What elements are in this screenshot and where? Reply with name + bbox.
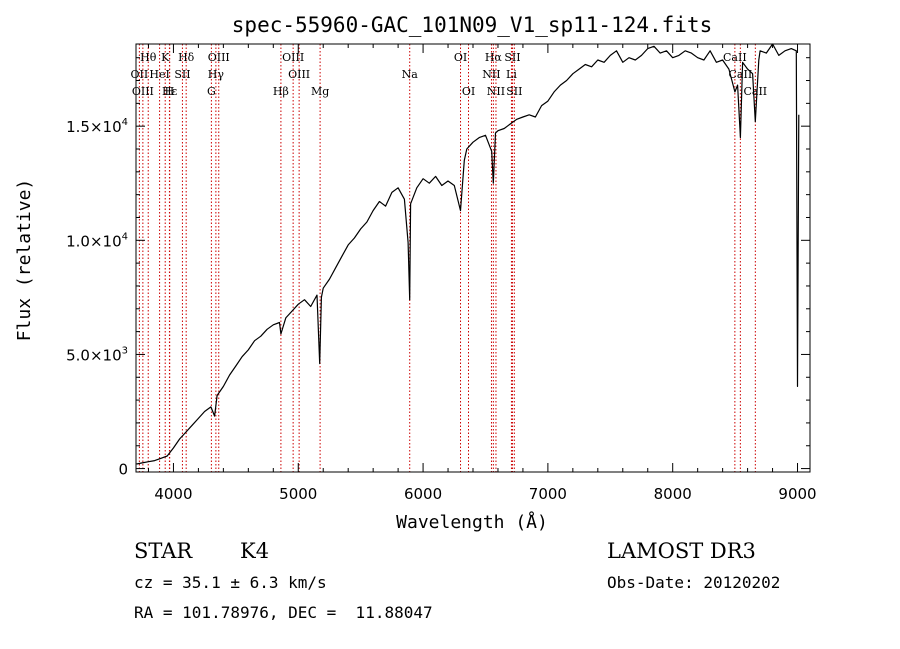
spectral-line-label: SII (174, 68, 190, 81)
spectral-line-label: OI (454, 51, 467, 64)
x-tick-labels: 4000 5000 6000 7000 8000 9000 (154, 485, 816, 503)
coordinates-text: RA = 101.78976, DEC = 11.88047 (134, 603, 433, 622)
spectral-line-label: SII (506, 85, 522, 98)
spectral-line-label: Hθ (140, 51, 157, 64)
spectral-line-label: CaII (729, 68, 753, 81)
y-axis-label: Flux (relative) (14, 179, 35, 342)
y-tick-labels: 0 5.0×103 1.0×104 1.5×104 (66, 117, 128, 478)
spectral-line-label: NII (482, 68, 500, 81)
x-tick-label: 5000 (279, 485, 317, 503)
spectral-line-label: OI (462, 85, 475, 98)
spectral-line-label: Li (506, 68, 517, 81)
spectral-line-label: Hγ (208, 68, 225, 81)
spectral-line-label: Hε (162, 85, 178, 98)
spectral-line-label: Mg (311, 85, 329, 98)
y-tick-label: 0 (118, 461, 128, 479)
y-tick-label: 1.0×104 (66, 231, 128, 250)
spectral-line-label: Hβ (273, 85, 289, 98)
x-tick-label: 8000 (654, 485, 692, 503)
spectral-line-label: OIII (288, 68, 310, 81)
redshift-text: cz = 35.1 ± 6.3 km/s (134, 573, 327, 592)
spectral-line-label: OII (131, 68, 149, 81)
x-tick-label: 9000 (778, 485, 816, 503)
x-tick-label: 6000 (404, 485, 442, 503)
spectral-line-label: OIII (282, 51, 304, 64)
spectral-line-label: CaII (723, 51, 747, 64)
spectral-line-label: SII (504, 51, 520, 64)
spectral-line-label: Hα (485, 51, 503, 64)
x-tick-label: 4000 (154, 485, 192, 503)
spectral-line-label: HeI (149, 68, 169, 81)
object-subclass-label: K4 (240, 539, 270, 563)
plot-frame (135, 43, 811, 473)
spectral-line-label: Hδ (178, 51, 195, 64)
spectral-line-label: OIII (132, 85, 154, 98)
spectral-line-label: G (207, 85, 216, 98)
survey-label: LAMOST DR3 (607, 539, 756, 563)
y-tick-label: 1.5×104 (66, 117, 128, 136)
spectrum-line (136, 43, 800, 465)
x-tick-label: 7000 (529, 485, 567, 503)
y-tick-label: 5.0×103 (66, 345, 128, 364)
object-class-label: STAR (134, 539, 193, 563)
spectral-line-label: Na (402, 68, 419, 81)
axis-ticks (136, 44, 810, 472)
spectral-line-markers (138, 44, 756, 472)
spectral-line-label: K (161, 51, 170, 64)
obs-date-text: Obs-Date: 20120202 (607, 573, 781, 592)
spectral-line-label: H (165, 85, 175, 98)
spectral-line-label: CaII (743, 85, 767, 98)
spectral-line-label: NII (487, 85, 505, 98)
chart-title: spec-55960-GAC_101N09_V1_sp11-124.fits (232, 13, 712, 37)
x-axis-label: Wavelength (Å) (396, 511, 548, 533)
spectral-line-label: OIII (208, 51, 230, 64)
